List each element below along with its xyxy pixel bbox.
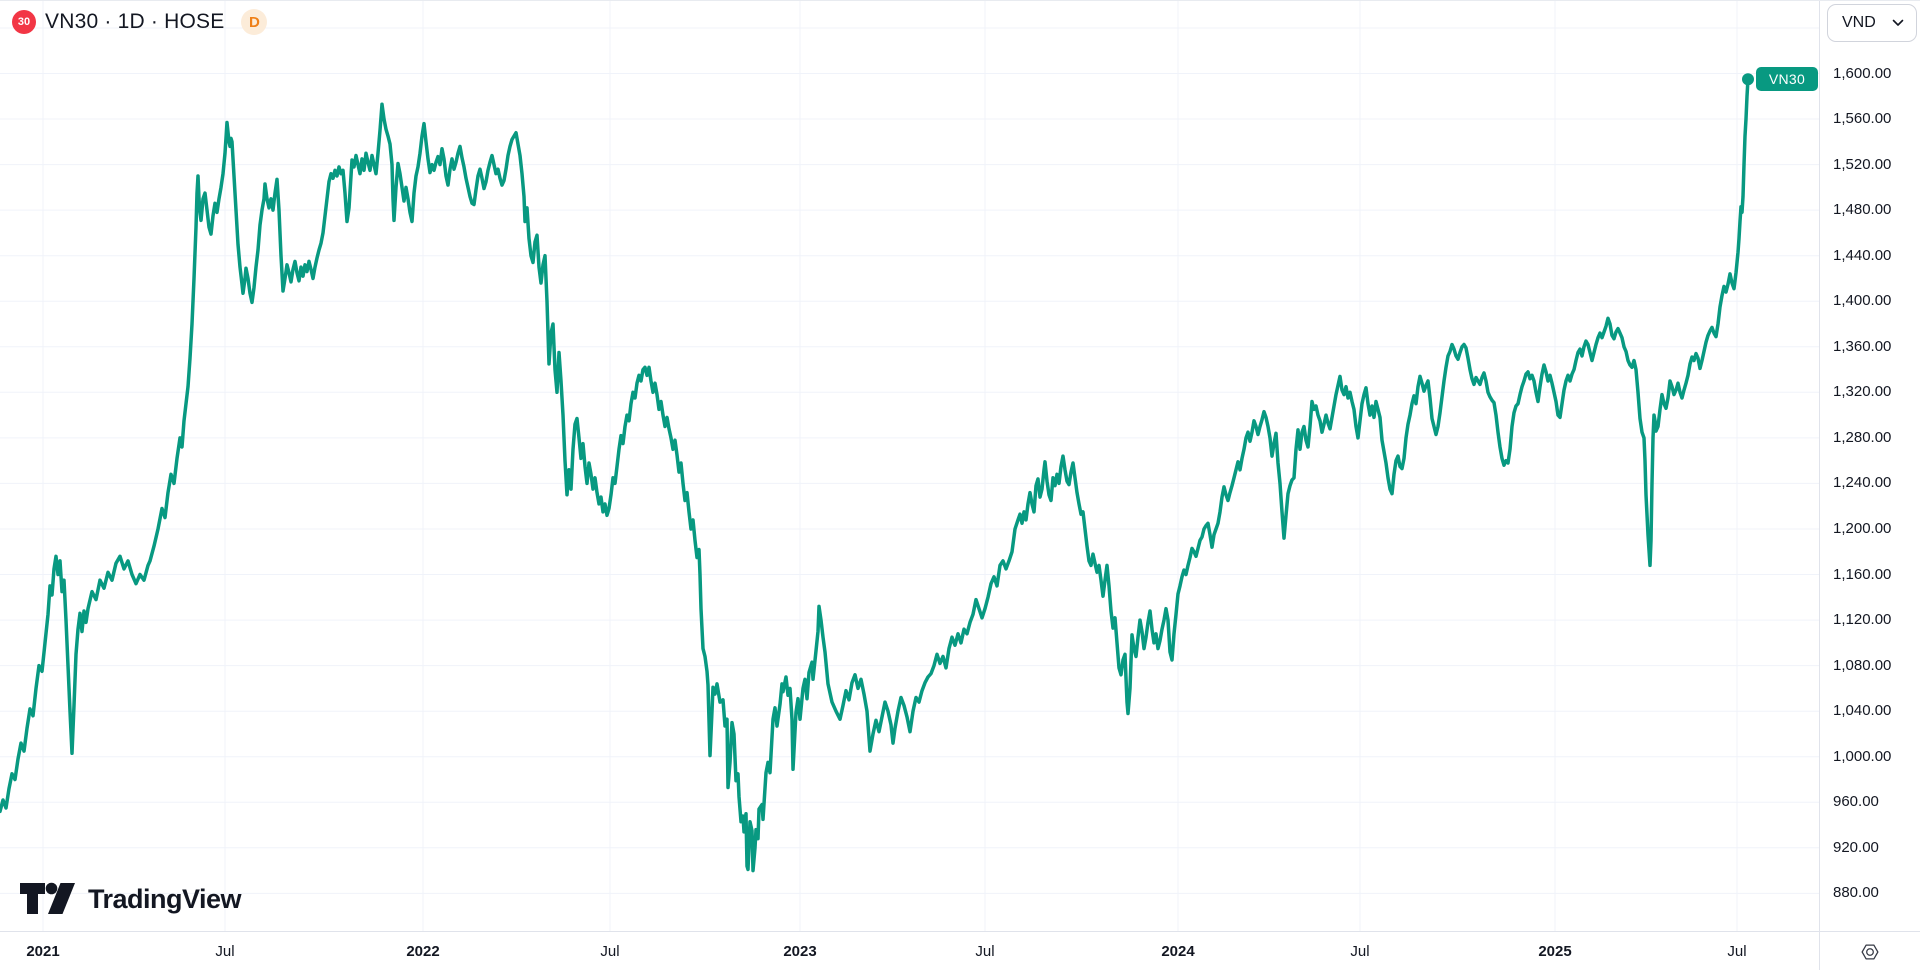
price-axis-label: 1,480.00	[1833, 201, 1892, 218]
time-axis-label: 2025	[1538, 943, 1572, 960]
tradingview-logo-icon	[20, 882, 75, 914]
symbol-header: 30 VN30 · 1D · HOSE D	[12, 9, 268, 35]
time-axis-label: 2024	[1161, 943, 1195, 960]
price-axis-label: 1,280.00	[1833, 429, 1892, 446]
price-axis-label: 1,400.00	[1833, 292, 1892, 309]
price-axis-label: 1,160.00	[1833, 566, 1892, 583]
tradingview-logo[interactable]: TradingView	[20, 882, 242, 916]
price-axis-label: 1,040.00	[1833, 702, 1892, 719]
currency-dropdown-label: VND	[1842, 14, 1876, 31]
price-axis-label: 1,320.00	[1833, 383, 1892, 400]
price-line	[0, 77, 1750, 873]
time-axis-label: Jul	[1727, 943, 1747, 960]
time-axis-label: 2021	[26, 943, 60, 960]
price-axis-label: 1,120.00	[1833, 611, 1892, 628]
chart-plot-area[interactable]	[0, 1, 1819, 931]
time-axis-label: 2023	[783, 943, 817, 960]
price-scale[interactable]: 1,600.00 1,560.00 1,520.00 1,480.00 1,440.00…	[1819, 1, 1920, 931]
time-axis-label: Jul	[600, 943, 620, 960]
currency-dropdown[interactable]: VND	[1827, 4, 1917, 42]
scale-settings-button[interactable]	[1819, 931, 1920, 970]
symbol-count-badge: 30	[12, 10, 36, 34]
series-label-badge: VN30	[1756, 67, 1818, 91]
time-axis-label: Jul	[1350, 943, 1370, 960]
price-axis-label: 1,080.00	[1833, 657, 1892, 674]
price-axis-label: 1,440.00	[1833, 247, 1892, 264]
time-axis-label: 2022	[406, 943, 440, 960]
price-axis-label: 1,520.00	[1833, 156, 1892, 173]
price-axis-label: 920.00	[1833, 839, 1879, 856]
chevron-down-icon	[1892, 19, 1904, 26]
price-axis-label: 1,360.00	[1833, 338, 1892, 355]
time-scale[interactable]: 2021 Jul 2022 Jul 2023 Jul 2024 Jul 2025 Jul	[0, 931, 1819, 970]
price-scale-settings-icon	[1861, 944, 1879, 959]
price-axis-label: 960.00	[1833, 793, 1879, 810]
price-axis-label: 1,560.00	[1833, 110, 1892, 127]
symbol-title[interactable]: VN30 · 1D · HOSE	[45, 10, 225, 33]
price-axis-label: 880.00	[1833, 884, 1879, 901]
last-price-dot	[1742, 73, 1754, 86]
time-axis-label: Jul	[975, 943, 995, 960]
time-axis-label: Jul	[215, 943, 235, 960]
price-axis-label: 1,000.00	[1833, 748, 1892, 765]
delayed-data-badge[interactable]: D	[241, 9, 268, 35]
tradingview-logo-text: TradingView	[88, 883, 242, 914]
price-axis-label: 1,600.00	[1833, 65, 1892, 82]
price-axis-label: 1,240.00	[1833, 474, 1892, 491]
price-axis-label: 1,200.00	[1833, 520, 1892, 537]
price-line-chart	[0, 1, 1819, 931]
